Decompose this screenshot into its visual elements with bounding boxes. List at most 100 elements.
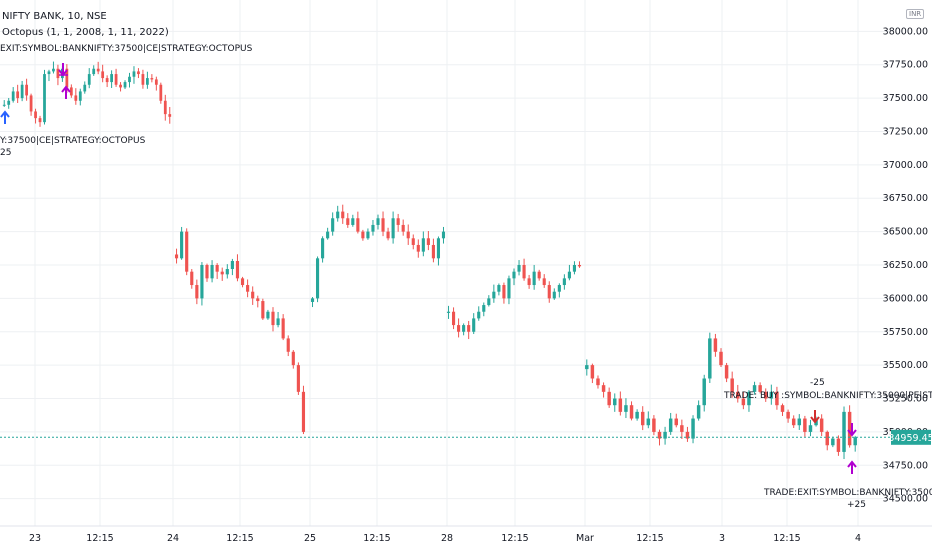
candle-body (624, 405, 628, 412)
candle-body (730, 378, 734, 392)
candle-body (105, 78, 109, 83)
candle-body (87, 74, 91, 85)
y-tick-label: 35750.00 (883, 327, 928, 338)
candle-body (185, 231, 189, 272)
candle-body (83, 84, 87, 92)
candle-body (736, 391, 740, 399)
candle-body (396, 218, 400, 225)
candle-body (401, 224, 405, 232)
candle-body (532, 271, 536, 286)
candle-body (321, 238, 325, 259)
candle-body (101, 71, 105, 79)
candle-body (791, 418, 796, 426)
exit-arrow-icon (847, 423, 857, 437)
annotation-buy-left: Y:37500|CE|STRATEGY:OCTOPUS (0, 136, 146, 146)
candle-body (326, 231, 330, 239)
last-price-tag (891, 429, 931, 445)
symbol-title[interactable]: NIFTY BANK, 10, NSE (2, 11, 107, 22)
x-tick-label: 24 (167, 533, 179, 544)
x-tick-label: 28 (441, 533, 453, 544)
y-tick-label: 36500.00 (883, 227, 928, 238)
candle-body (472, 318, 476, 332)
candle-body (315, 258, 320, 299)
y-tick-label: 35500.00 (883, 360, 928, 371)
candle-body (502, 285, 506, 299)
candle-body (775, 391, 779, 406)
candle-body (708, 338, 712, 379)
candle-body (441, 231, 446, 239)
candle-body (601, 385, 606, 392)
candle-body (527, 278, 531, 286)
candle-body (25, 84, 28, 96)
candle-body (436, 238, 441, 259)
x-tick-label: 23 (29, 533, 41, 544)
candle-body (764, 391, 768, 399)
y-tick-label: 38000.00 (883, 26, 928, 37)
sell-arrow-icon (810, 410, 820, 424)
candle-body (567, 271, 571, 279)
annotation-sell: TRADE: BUY :SYMBOL:BANKNIFTY:35000|PE|ST… (723, 391, 932, 401)
candle-body (114, 74, 118, 85)
candle-body (663, 431, 667, 439)
candle-body (7, 100, 11, 105)
candle-body (847, 411, 852, 446)
candle-body (786, 411, 790, 419)
candle-body (281, 318, 285, 339)
candle-body (210, 265, 214, 279)
candle-body (190, 271, 194, 286)
annotation-exit-bottom: TRADE:EXIT:SYMBOL:BANKNIFTY:35000|PE|STR (763, 488, 932, 498)
time-axis[interactable]: 23 12:15 24 12:15 25 12:15 28 12:15 Mar 12:15 3 12:… (0, 525, 932, 544)
candle-body (291, 351, 295, 366)
x-tick-label: Mar (576, 533, 594, 544)
currency-badge[interactable]: INR (906, 9, 925, 19)
candle-body (235, 260, 240, 279)
candle-body (680, 425, 684, 432)
indicator-title[interactable]: Octopus (1, 1, 2008, 1, 11, 2022) (2, 27, 169, 38)
candle-body (431, 244, 435, 259)
y-tick-label: 34750.00 (883, 460, 928, 471)
candle-body (451, 311, 456, 326)
x-tick-label: 12:15 (501, 533, 528, 544)
candle-body (421, 238, 425, 252)
candle-body (492, 291, 496, 299)
candle-body (220, 271, 224, 275)
y-tick-label: 37750.00 (883, 60, 928, 71)
candle-body (517, 265, 521, 272)
candle-body (200, 265, 204, 299)
candle-body (128, 76, 131, 83)
candle-body (467, 325, 471, 332)
candle-body (691, 418, 695, 439)
candle-body (96, 68, 100, 72)
trade-markers (0, 63, 857, 474)
candle-body (416, 244, 420, 252)
candle-body (346, 218, 350, 225)
y-tick-label: 36000.00 (883, 293, 928, 304)
candle-body (52, 68, 55, 72)
candle-body (635, 411, 639, 419)
candle-body (596, 378, 600, 386)
candle-body (825, 431, 829, 446)
candle-body (168, 114, 172, 117)
candle-body (256, 298, 260, 302)
candle-body (607, 391, 611, 406)
annotation-buy-left-qty: 25 (0, 148, 11, 158)
buy-arrow-icon (0, 110, 10, 124)
candle-body (11, 91, 15, 101)
candle-body (65, 68, 69, 88)
candle-body (74, 95, 78, 101)
annotation-exit-top: EXIT:SYMBOL:BANKNIFTY:37500|CE|STRATEGY:… (0, 44, 253, 54)
candle-body (34, 111, 37, 119)
candle-body (457, 325, 461, 332)
candle-body (590, 365, 595, 379)
candle-body (769, 391, 774, 399)
candle-body (640, 411, 645, 426)
y-tick-label: 35250.00 (883, 394, 928, 405)
candle-body (146, 78, 149, 85)
candle-body (668, 418, 673, 432)
candle-body (853, 437, 857, 446)
candle-body (391, 218, 395, 239)
candle-body (240, 278, 245, 286)
candle-body (123, 82, 127, 88)
candle-body (92, 68, 96, 75)
